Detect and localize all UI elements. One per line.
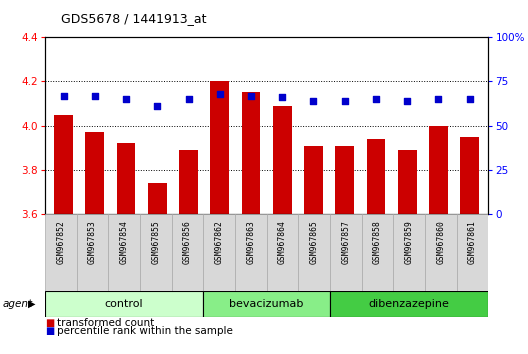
Point — [341, 98, 349, 104]
Bar — [330, 291, 488, 317]
Point — [184, 96, 193, 102]
Text: GSM967859: GSM967859 — [404, 220, 414, 264]
Point — [247, 93, 255, 98]
Text: GSM967863: GSM967863 — [246, 220, 256, 264]
Text: agent: agent — [3, 299, 33, 309]
Bar — [366, 139, 385, 214]
Text: GSM967857: GSM967857 — [341, 220, 351, 264]
Bar — [86, 132, 104, 214]
Text: GSM967862: GSM967862 — [214, 220, 224, 264]
Bar — [117, 143, 136, 214]
Text: GSM967865: GSM967865 — [309, 220, 319, 264]
Bar — [179, 150, 198, 214]
Point — [434, 96, 442, 102]
Bar — [429, 126, 448, 214]
Bar — [172, 214, 203, 291]
Text: ▶: ▶ — [28, 299, 35, 309]
Bar — [140, 214, 172, 291]
Bar — [77, 214, 108, 291]
Point — [466, 96, 474, 102]
Bar — [304, 145, 323, 214]
Bar — [242, 92, 260, 214]
Text: ■: ■ — [45, 318, 54, 328]
Bar — [393, 214, 425, 291]
Text: GDS5678 / 1441913_at: GDS5678 / 1441913_at — [61, 12, 206, 25]
Point — [372, 96, 380, 102]
Text: GSM967864: GSM967864 — [278, 220, 287, 264]
Bar — [298, 214, 330, 291]
Bar — [267, 214, 298, 291]
Text: dibenzazepine: dibenzazepine — [369, 299, 450, 309]
Text: transformed count: transformed count — [57, 318, 154, 328]
Text: GSM967860: GSM967860 — [436, 220, 446, 264]
Bar — [335, 145, 354, 214]
Text: GSM967854: GSM967854 — [119, 220, 129, 264]
Text: control: control — [105, 299, 144, 309]
Point — [403, 98, 411, 104]
Text: percentile rank within the sample: percentile rank within the sample — [57, 326, 233, 336]
Text: bevacizumab: bevacizumab — [230, 299, 304, 309]
Bar — [235, 214, 267, 291]
Text: GSM967855: GSM967855 — [151, 220, 161, 264]
Point — [278, 95, 287, 100]
Point — [309, 98, 318, 104]
Text: GSM967856: GSM967856 — [183, 220, 192, 264]
Bar — [211, 81, 229, 214]
Bar — [45, 214, 77, 291]
Point — [59, 93, 68, 98]
Bar — [54, 115, 73, 214]
Bar — [203, 291, 330, 317]
Point — [122, 96, 130, 102]
Bar — [273, 106, 291, 214]
Text: GSM967852: GSM967852 — [56, 220, 65, 264]
Point — [91, 93, 99, 98]
Point — [153, 103, 162, 109]
Point — [215, 91, 224, 97]
Bar — [460, 137, 479, 214]
Text: GSM967861: GSM967861 — [468, 220, 477, 264]
Bar — [362, 214, 393, 291]
Bar — [398, 150, 417, 214]
Text: GSM967858: GSM967858 — [373, 220, 382, 264]
Bar — [148, 183, 167, 214]
Bar — [108, 214, 140, 291]
Bar — [425, 214, 457, 291]
Text: GSM967853: GSM967853 — [88, 220, 97, 264]
Text: ■: ■ — [45, 326, 54, 336]
Bar — [457, 214, 488, 291]
Bar — [45, 291, 203, 317]
Bar — [203, 214, 235, 291]
Bar — [330, 214, 362, 291]
